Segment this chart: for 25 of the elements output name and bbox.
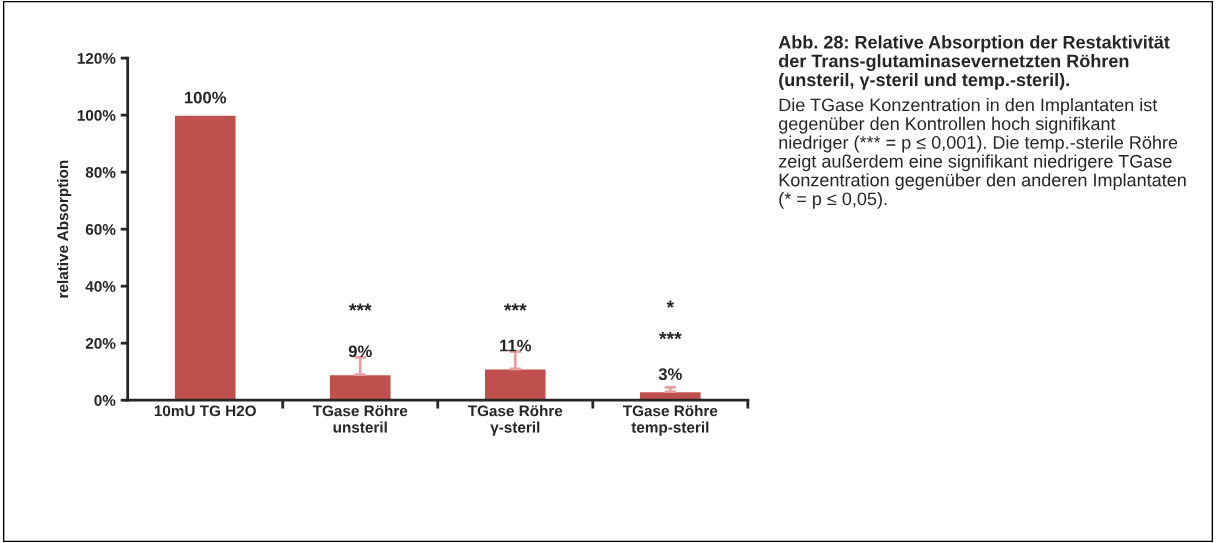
y-tick-label: 0% [94, 395, 116, 406]
y-tick-label: 60% [85, 224, 116, 235]
text: Die TGase Konzentration in den Implantaten ist gegenüber den Kontrollen hoch signifikant niedriger (*** = p ≤ 0,001). Die temp.-sterile Röhre zeigt außerdem eine signifikant niedrigere TGase Konzentration gegenüber den anderen Implantaten (* = p ≤ 0,05). [778, 98, 1186, 209]
annotation: *** [348, 303, 372, 311]
y-tick-label: 40% [85, 281, 116, 292]
x-tick-label: 10mU TG H2O [154, 405, 256, 417]
x-tick-label: TGase Röhre γ-steril [467, 405, 563, 436]
y-tick-label: 80% [85, 167, 116, 178]
x-tick-label: TGase Röhre temp-steril [622, 405, 718, 436]
y-tick-label: 20% [85, 338, 116, 349]
y-tick-label: 120% [77, 52, 116, 64]
data-label: 100% [184, 91, 227, 104]
data-label: 3% [658, 368, 682, 381]
data-label: 9% [348, 345, 372, 358]
bar [173, 114, 237, 401]
caption: Abb. 28: Relative Absorption der Restaktivität der Trans-glutaminasevernetzten Röhren (unsteril, γ-steril und temp.-steril). [778, 35, 1170, 90]
bar [483, 368, 547, 401]
annotation: *** [503, 303, 527, 311]
y-axis-title: relative Absorption [57, 160, 72, 298]
annotation: *** [659, 331, 682, 340]
bar [328, 373, 392, 401]
y-tick-label: 100% [77, 109, 116, 121]
x-tick-label: TGase Röhre unsteril [312, 405, 408, 433]
annotation: * [666, 300, 675, 308]
data-label: 11% [500, 339, 532, 352]
